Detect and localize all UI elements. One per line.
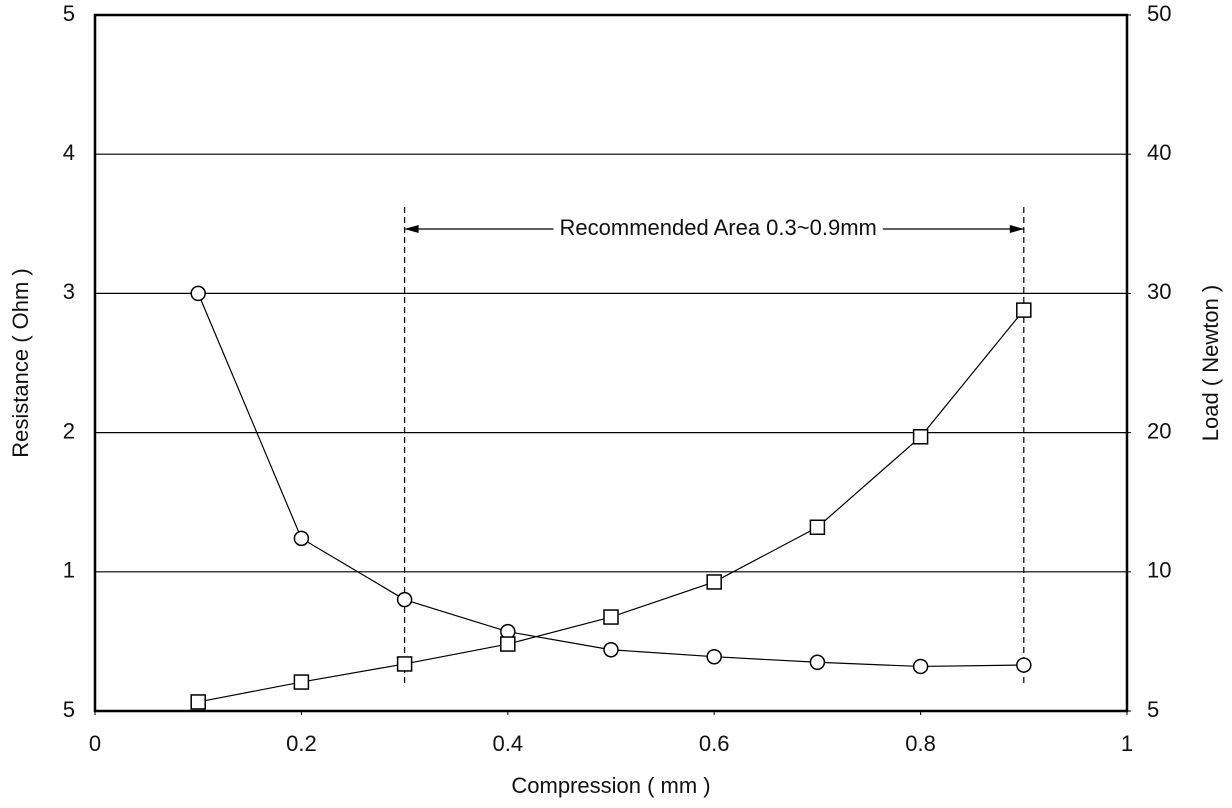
marker	[1016, 657, 1032, 673]
marker	[396, 656, 413, 672]
x-tick-label: 0.6	[699, 731, 730, 756]
arrow-head	[1009, 225, 1024, 233]
y-tick-label: 2	[63, 418, 75, 443]
y2-axis-label: Load ( Newton )	[1198, 285, 1223, 442]
marker	[912, 658, 929, 675]
arrow-head	[404, 225, 419, 233]
y2-tick-label: 30	[1147, 279, 1171, 304]
marker	[809, 654, 826, 671]
marker	[293, 530, 310, 547]
y2-tick-label: 10	[1147, 558, 1171, 583]
marker	[706, 574, 722, 590]
marker	[603, 642, 619, 658]
marker	[809, 519, 826, 536]
x-tick-label: 0.4	[493, 731, 524, 756]
y-tick-label: 4	[63, 140, 75, 165]
x-axis-label: Compression ( mm )	[511, 773, 710, 798]
x-tick-label: 0.2	[286, 731, 317, 756]
marker	[500, 636, 516, 652]
y-axis-label: Resistance ( Ohm )	[8, 268, 33, 458]
marker	[190, 694, 206, 710]
x-tick-label: 0	[89, 731, 101, 756]
y-tick-label: 1	[63, 558, 75, 583]
annotation: Recommended Area 0.3~0.9mm	[560, 215, 877, 240]
x-tick-label: 0.8	[905, 731, 936, 756]
x-tick-label: 1	[1121, 731, 1133, 756]
y2-tick-label: 50	[1147, 1, 1171, 26]
marker	[396, 591, 413, 608]
y-tick-label: 5	[63, 697, 75, 722]
marker	[706, 648, 722, 665]
marker	[603, 609, 619, 625]
marker	[190, 285, 206, 302]
y2-tick-label: 5	[1147, 697, 1159, 722]
marker	[293, 674, 310, 690]
plot-frame	[93, 13, 1129, 713]
y2-tick-label: 40	[1147, 140, 1171, 165]
y-tick-label: 5	[63, 1, 75, 26]
y2-tick-label: 20	[1147, 418, 1171, 443]
marker	[1016, 302, 1032, 318]
marker	[912, 429, 929, 445]
y-tick-label: 3	[63, 279, 75, 304]
